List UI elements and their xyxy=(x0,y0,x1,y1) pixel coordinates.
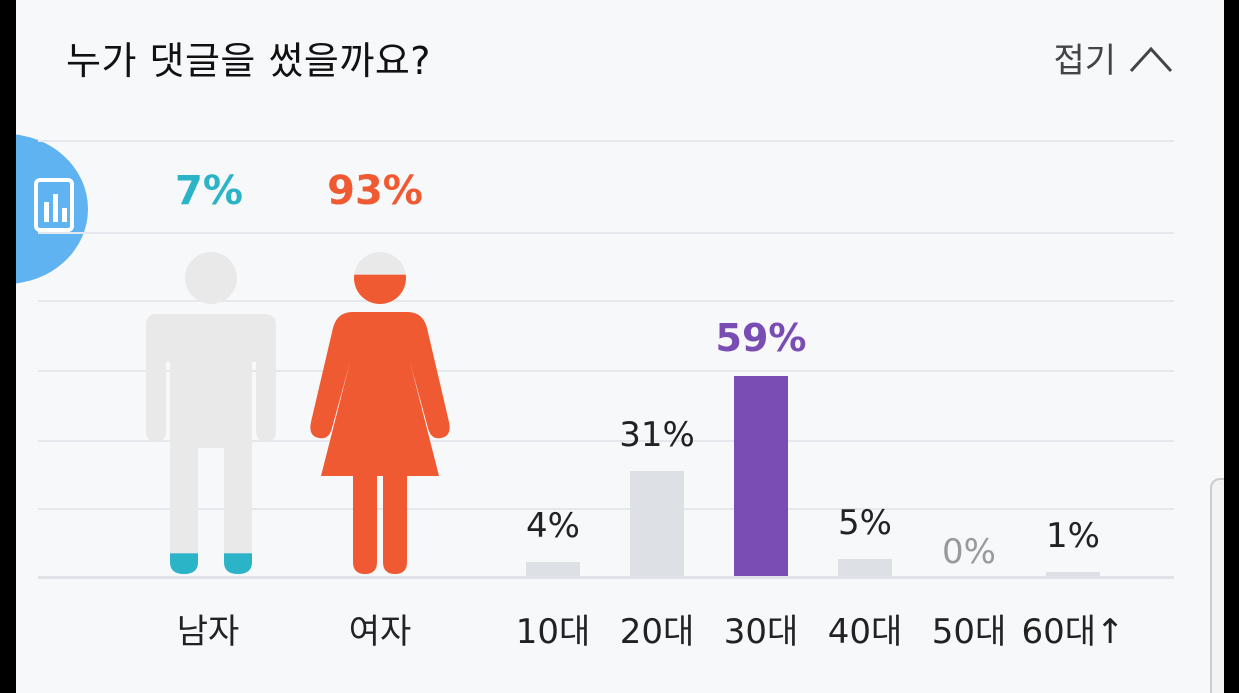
age-bar-value-label: 59% xyxy=(715,316,807,360)
female-label: 여자 xyxy=(348,612,412,652)
age-bar xyxy=(734,376,788,576)
male-fill xyxy=(146,553,276,574)
age-bar-value-label: 4% xyxy=(526,506,580,547)
age-bar xyxy=(1046,572,1100,576)
chart-icon xyxy=(34,178,74,232)
age-bar-value-label: 31% xyxy=(619,414,695,455)
male-percent-label: 7% xyxy=(175,168,243,214)
female-percent-label: 93% xyxy=(327,168,423,214)
male-figure-icon xyxy=(146,252,276,574)
grid-line xyxy=(38,300,1174,302)
age-category-label: 60대↑ xyxy=(1021,612,1125,652)
chart-baseline xyxy=(38,576,1174,579)
grid-line xyxy=(38,370,1174,372)
male-label: 남자 xyxy=(176,612,240,652)
collapse-label: 접기 xyxy=(1053,41,1116,81)
age-bar-value-label: 0% xyxy=(942,532,996,572)
age-category-label: 40대 xyxy=(827,612,903,652)
grid-line xyxy=(38,232,1174,234)
age-bar xyxy=(526,562,580,576)
age-bar-value-label: 5% xyxy=(838,503,892,544)
collapse-button[interactable]: 접기 xyxy=(1053,33,1174,82)
female-fill xyxy=(310,274,450,574)
grid-line xyxy=(38,440,1174,442)
scroll-handle[interactable] xyxy=(1210,478,1224,693)
age-category-label: 50대 xyxy=(931,612,1007,652)
age-bar xyxy=(838,559,892,576)
chevron-up-icon xyxy=(1129,46,1173,72)
age-bar xyxy=(630,470,684,576)
female-figure-icon xyxy=(310,252,450,574)
comment-stats-card: 누가 댓글을 썼을까요? 접기 7% 93% xyxy=(16,0,1224,693)
age-category-label: 20대 xyxy=(619,612,695,652)
age-bar-value-label: 1% xyxy=(1046,516,1100,556)
card-title: 누가 댓글을 썼을까요? xyxy=(66,39,431,83)
grid-line xyxy=(38,140,1174,142)
stats-side-button[interactable] xyxy=(16,134,88,284)
age-category-label: 30대 xyxy=(723,612,799,652)
age-category-label: 10대 xyxy=(515,612,591,652)
grid-line xyxy=(38,508,1174,510)
